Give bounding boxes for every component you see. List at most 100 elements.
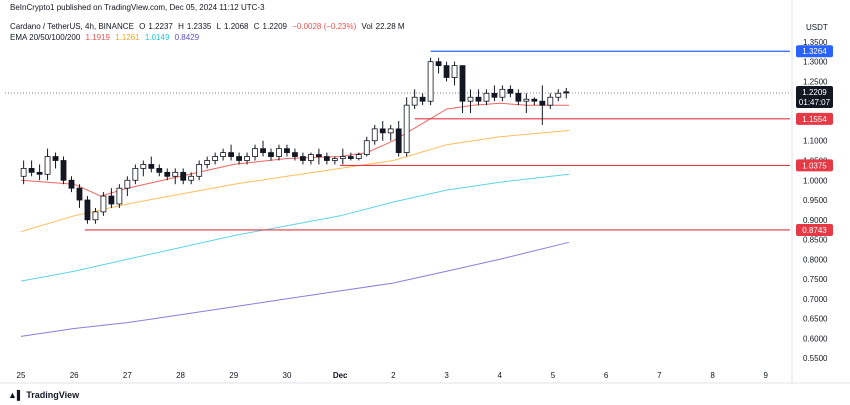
candle-body (172, 171, 179, 177)
level-tag-3 (796, 223, 833, 236)
candle-body (140, 164, 147, 169)
y-tick-label: 0.8500 (803, 236, 828, 245)
candle-body (467, 96, 474, 102)
candle-body (363, 140, 370, 155)
y-tick-label: 1.2500 (803, 77, 828, 86)
candle-body (164, 171, 171, 177)
countdown-label: 01:47:07 (799, 98, 831, 107)
candle-body (555, 92, 562, 98)
y-tick-label: 0.9500 (803, 196, 828, 205)
candle-body (204, 160, 211, 165)
close-value: 1.2209 (262, 22, 287, 31)
candles (20, 57, 570, 224)
candle-body (252, 148, 258, 157)
candle-body (371, 128, 378, 142)
candle-body (491, 92, 498, 98)
published-line: BeInCrypto1 published on TradingView.com… (10, 3, 268, 13)
symbol-ohlc-line: Cardano / TetherUS, 4h, BINANCE O 1.2237 … (10, 22, 408, 32)
candle-body (260, 148, 266, 153)
x-tick-label: Dec (333, 371, 348, 380)
candle-body (435, 61, 442, 67)
low-value: 1.2068 (224, 22, 249, 31)
ema200-value: 0.8429 (174, 33, 200, 42)
level-tag-label: 1.3264 (802, 47, 827, 56)
candle-body (523, 98, 530, 102)
level-tag-1 (796, 112, 833, 125)
level-tag-2 (796, 159, 833, 172)
candle-body (108, 195, 115, 205)
ema-lines (20, 102, 570, 337)
candle-body (499, 88, 506, 98)
x-tick-label: 26 (70, 371, 79, 380)
vol-label: Vol (361, 22, 373, 31)
level-tag-0 (796, 45, 833, 58)
candle-body (220, 152, 227, 157)
y-tick-label: 0.9000 (803, 216, 828, 225)
y-tick-label: 0.6000 (803, 334, 828, 343)
candle-body (276, 148, 282, 157)
y-tick-label: 0.7500 (803, 275, 828, 284)
candle-body (307, 154, 314, 161)
open-value: 1.2237 (148, 22, 173, 31)
ema20-value: 1.1919 (85, 33, 110, 42)
candle-body (387, 128, 394, 134)
tradingview-brand: TradingView (26, 390, 80, 400)
candle-body (315, 154, 322, 157)
high-value: 1.2335 (186, 22, 212, 31)
candle-body (236, 156, 242, 161)
candle-body (36, 171, 43, 175)
candle-body (196, 164, 203, 177)
ema100-value: 1.0149 (144, 33, 170, 42)
y-tick-label: 1.3500 (803, 38, 828, 47)
candle-body (347, 156, 354, 159)
last-price-tag (796, 85, 833, 108)
x-tick-label: 8 (710, 371, 715, 380)
high-label: H (178, 22, 184, 31)
candle-body (563, 91, 570, 94)
close-label: C (253, 22, 260, 31)
time-axis[interactable]: 25 26 27 28 29 30 Dec 2 3 4 5 6 7 8 9 (17, 371, 769, 380)
ema-legend-label[interactable]: EMA 20/50/100/200 (10, 33, 81, 42)
candle-body (268, 152, 274, 157)
low-label: L (216, 22, 222, 31)
open-label: O (139, 22, 146, 31)
candle-body (403, 104, 410, 153)
candle-body (284, 148, 290, 153)
candle-body (76, 187, 83, 201)
ema-legend-line: EMA 20/50/100/200 1.1919 1.1261 1.0149 0… (10, 33, 202, 43)
price-axis[interactable]: USDT1.35001.30001.25001.20001.15001.1000… (796, 23, 833, 363)
x-tick-label: 7 (657, 371, 662, 380)
tradingview-logo-icon: ▲▌ (8, 390, 24, 400)
x-tick-label: 9 (764, 371, 769, 380)
candle-body (507, 88, 514, 94)
x-tick-label: 27 (123, 371, 132, 380)
x-tick-label: 3 (444, 371, 449, 380)
ema-line-2 (20, 173, 569, 282)
candle-body (323, 156, 330, 161)
candle-body (180, 171, 187, 181)
y-tick-label: 1.3000 (803, 58, 828, 67)
candle-body (68, 179, 75, 189)
level-tag-label: 1.0375 (802, 161, 827, 170)
x-tick-label: 30 (283, 371, 292, 380)
candle-body (443, 65, 450, 78)
candle-body (28, 167, 35, 173)
candle-body (459, 65, 466, 102)
x-tick-label: 2 (391, 371, 396, 380)
candle-body (331, 158, 338, 161)
candle-body (20, 167, 27, 177)
candle-body (100, 195, 107, 213)
last-price-label: 1.2209 (802, 88, 827, 97)
candle-body (244, 156, 250, 161)
change-value: −0.0028 (−0.23%) (292, 22, 357, 31)
candle-body (355, 154, 362, 159)
ema50-value: 1.1261 (115, 33, 140, 42)
x-tick-label: 29 (229, 371, 238, 380)
y-tick-label: 0.5500 (803, 354, 828, 363)
symbol-title[interactable]: Cardano / TetherUS, 4h, BINANCE (10, 22, 134, 31)
ema-line-1 (20, 130, 569, 233)
y-tick-label: 0.6500 (803, 315, 828, 324)
level-tag-label: 0.8743 (802, 226, 827, 235)
tradingview-logo[interactable]: ▲▌ TradingView (8, 390, 79, 400)
